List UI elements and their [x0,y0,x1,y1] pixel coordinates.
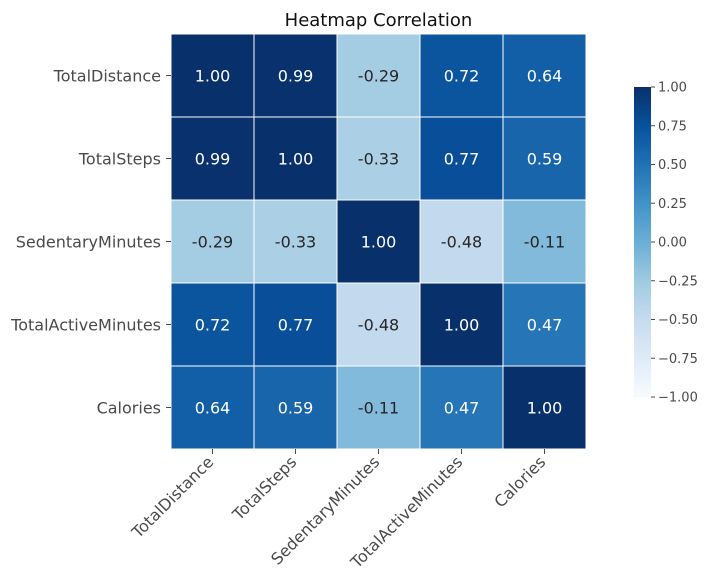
colorbar-tick-label: −0.50 [658,313,698,328]
cell-value-label: -0.33 [275,233,316,252]
heatmap-cell [502,199,587,284]
cell-value-label: 0.99 [278,67,314,86]
heatmap-cell [253,199,338,284]
colorbar-tick-label: 0.75 [658,119,687,134]
heatmap-cell [419,33,504,118]
colorbar-gradient [634,87,651,397]
heatmap-cell [253,282,338,367]
heatmap-cell [336,282,421,367]
colorbar: 1.00 0.75 0.50 0.25 0.00 −0.25 −0.50 −0.75 −1.00 [634,81,698,406]
row-label-sedentary-minutes: SedentaryMinutes [16,233,161,252]
row-label-total-distance: TotalDistance [53,67,161,86]
cell-value-label: -0.11 [524,233,565,252]
heatmap-cell [253,365,338,450]
colorbar-tick-label: −0.75 [658,352,698,367]
colorbar-tick-label: 0.00 [658,236,687,251]
heatmap-cell [336,365,421,450]
heatmap-cell [336,33,421,118]
colorbar-tick-label: 0.50 [658,158,687,173]
heatmap-cells: 1.00 0.99 -0.29 0.72 0.64 0.99 1.00 -0.33 0.77 0.… [170,33,587,450]
heatmap-cell [502,116,587,201]
heatmap-cell [253,33,338,118]
heatmap-cell [502,33,587,118]
heatmap-cell [336,116,421,201]
cell-value-label: 0.77 [278,316,314,335]
cell-value-label: 1.00 [278,150,314,169]
cell-value-label: 0.64 [195,399,231,418]
column-labels: TotalDistance TotalStepsSedentaryMinutesT… [127,449,549,572]
cell-value-label: 1.00 [195,67,231,86]
row-label-total-steps: TotalSteps [78,150,161,169]
column-label-total-distance: TotalDistance [127,452,217,542]
heatmap-cell [502,365,587,450]
heatmap-cell [502,282,587,367]
heatmap-cell [170,365,255,450]
heatmap-cell [419,199,504,284]
row-labels: TotalDistance TotalSteps SedentaryMinutes T… [10,67,171,418]
cell-value-label: 0.72 [444,67,480,86]
cell-value-label: 0.47 [444,399,480,418]
row-label-calories: Calories [97,399,161,418]
cell-value-label: 0.72 [195,316,231,335]
heatmap-cell [419,282,504,367]
cell-value-label: 1.00 [361,233,397,252]
cell-value-label: -0.29 [358,67,399,86]
column-label-calories: Calories [490,452,549,511]
colorbar-tick-label: 1.00 [658,81,687,96]
chart-title: Heatmap Correlation [285,10,473,31]
cell-value-label: 0.47 [527,316,563,335]
cell-value-label: 0.99 [195,150,231,169]
cell-value-label: 1.00 [444,316,480,335]
heatmap-cell [170,33,255,118]
cell-value-label: -0.48 [441,233,482,252]
cell-value-label: 0.77 [444,150,480,169]
heatmap-cell [336,199,421,284]
colorbar-tick-label: −0.25 [658,274,698,289]
cell-value-label: -0.11 [358,399,399,418]
cell-value-label: -0.33 [358,150,399,169]
colorbar-tick-label: 0.25 [658,197,687,212]
colorbar-tick-label: −1.00 [658,391,698,406]
cell-value-label: -0.29 [192,233,233,252]
cell-value-label: -0.48 [358,316,399,335]
column-label-total-steps: TotalSteps [228,452,300,524]
cell-value-label: 0.59 [278,399,314,418]
row-label-total-active-minutes: TotalActiveMinutes [10,316,161,335]
cell-value-label: 0.64 [527,67,563,86]
cell-value-label: 1.00 [527,399,563,418]
cell-value-label: 0.59 [527,150,563,169]
heatmap-cell [170,116,255,201]
